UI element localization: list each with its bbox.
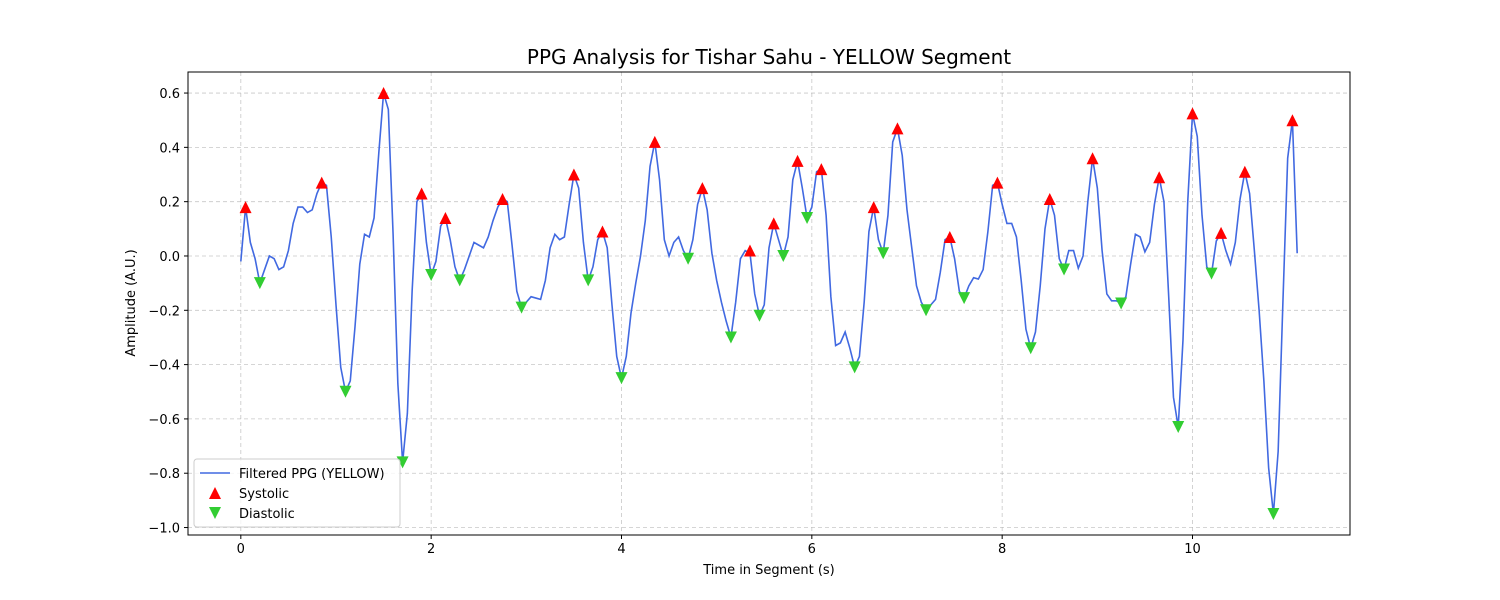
x-tick-label: 2 (427, 542, 435, 557)
peak-marker (515, 301, 528, 314)
peak-marker (1153, 171, 1166, 184)
peak-marker (753, 309, 766, 322)
x-tick-label: 6 (808, 542, 816, 557)
peak-marker (696, 182, 709, 195)
y-tick-label: −0.6 (148, 413, 180, 428)
peak-marker (377, 87, 390, 100)
peak-marker (1186, 107, 1199, 120)
peak-marker (724, 331, 737, 344)
peak-marker (767, 217, 780, 230)
peak-marker (415, 187, 428, 200)
y-tick-label: 0.2 (159, 196, 180, 211)
x-tick-label: 0 (237, 542, 245, 557)
peak-marker (791, 154, 804, 167)
peak-marker (891, 122, 904, 135)
peak-marker (648, 135, 661, 148)
peak-marker (439, 211, 452, 224)
peak-marker (253, 277, 266, 290)
peak-marker (848, 361, 861, 374)
peak-marker (1115, 297, 1128, 310)
x-tick-label: 4 (617, 542, 625, 557)
peak-marker (1043, 192, 1056, 205)
peak-marker (1058, 263, 1071, 276)
peak-marker (582, 274, 595, 287)
legend-label: Diastolic (239, 507, 295, 522)
plot-frame (187, 71, 1351, 536)
peak-marker (943, 230, 956, 243)
peak-marker (682, 252, 695, 265)
peak-marker (801, 211, 814, 224)
x-axis-label: Time in Segment (s) (702, 563, 834, 578)
peak-marker (1024, 342, 1037, 355)
x-tick-label: 10 (1184, 542, 1201, 557)
peak-marker (1267, 507, 1280, 520)
peak-marker (453, 274, 466, 287)
peak-marker (1172, 421, 1185, 434)
peak-marker (315, 176, 328, 189)
legend: Filtered PPG (YELLOW) Systolic Diastolic (193, 458, 401, 528)
peak-marker (867, 201, 880, 214)
peak-marker (958, 292, 971, 305)
y-tick-label: −0.2 (148, 304, 180, 319)
y-tick-label: 0.0 (159, 250, 180, 265)
y-axis-label: Amplitude (A.U.) (124, 249, 139, 356)
peak-marker (743, 244, 756, 257)
x-tick-label: 8 (998, 542, 1006, 557)
peak-marker (1086, 152, 1099, 165)
chart-title: PPG Analysis for Tishar Sahu - YELLOW Se… (527, 45, 1011, 69)
peak-marker (615, 372, 628, 385)
ppg-line (240, 92, 1298, 515)
peak-marker (777, 249, 790, 262)
legend-swatch (209, 487, 221, 499)
peak-marker (920, 304, 933, 317)
peak-marker (425, 268, 438, 281)
peak-marker (1238, 165, 1251, 178)
legend-label: Filtered PPG (YELLOW) (239, 467, 385, 482)
peak-marker (991, 176, 1004, 189)
legend-frame (193, 458, 401, 528)
y-tick-label: 0.4 (159, 141, 180, 156)
peak-marker (239, 201, 252, 214)
y-tick-label: 0.6 (159, 87, 180, 102)
peak-marker (877, 247, 890, 260)
peak-marker (1205, 267, 1218, 280)
peak-marker (496, 192, 509, 205)
legend-swatch (209, 507, 221, 519)
peak-marker (339, 385, 352, 398)
y-tick-label: −1.0 (148, 522, 180, 537)
y-tick-label: −0.4 (148, 359, 180, 374)
peak-marker (567, 168, 580, 181)
peak-marker (596, 225, 609, 238)
legend-label: Systolic (239, 487, 289, 502)
peak-marker (815, 163, 828, 176)
peak-marker (1286, 114, 1299, 127)
y-tick-label: −0.8 (148, 467, 180, 482)
peak-marker (1215, 226, 1228, 239)
